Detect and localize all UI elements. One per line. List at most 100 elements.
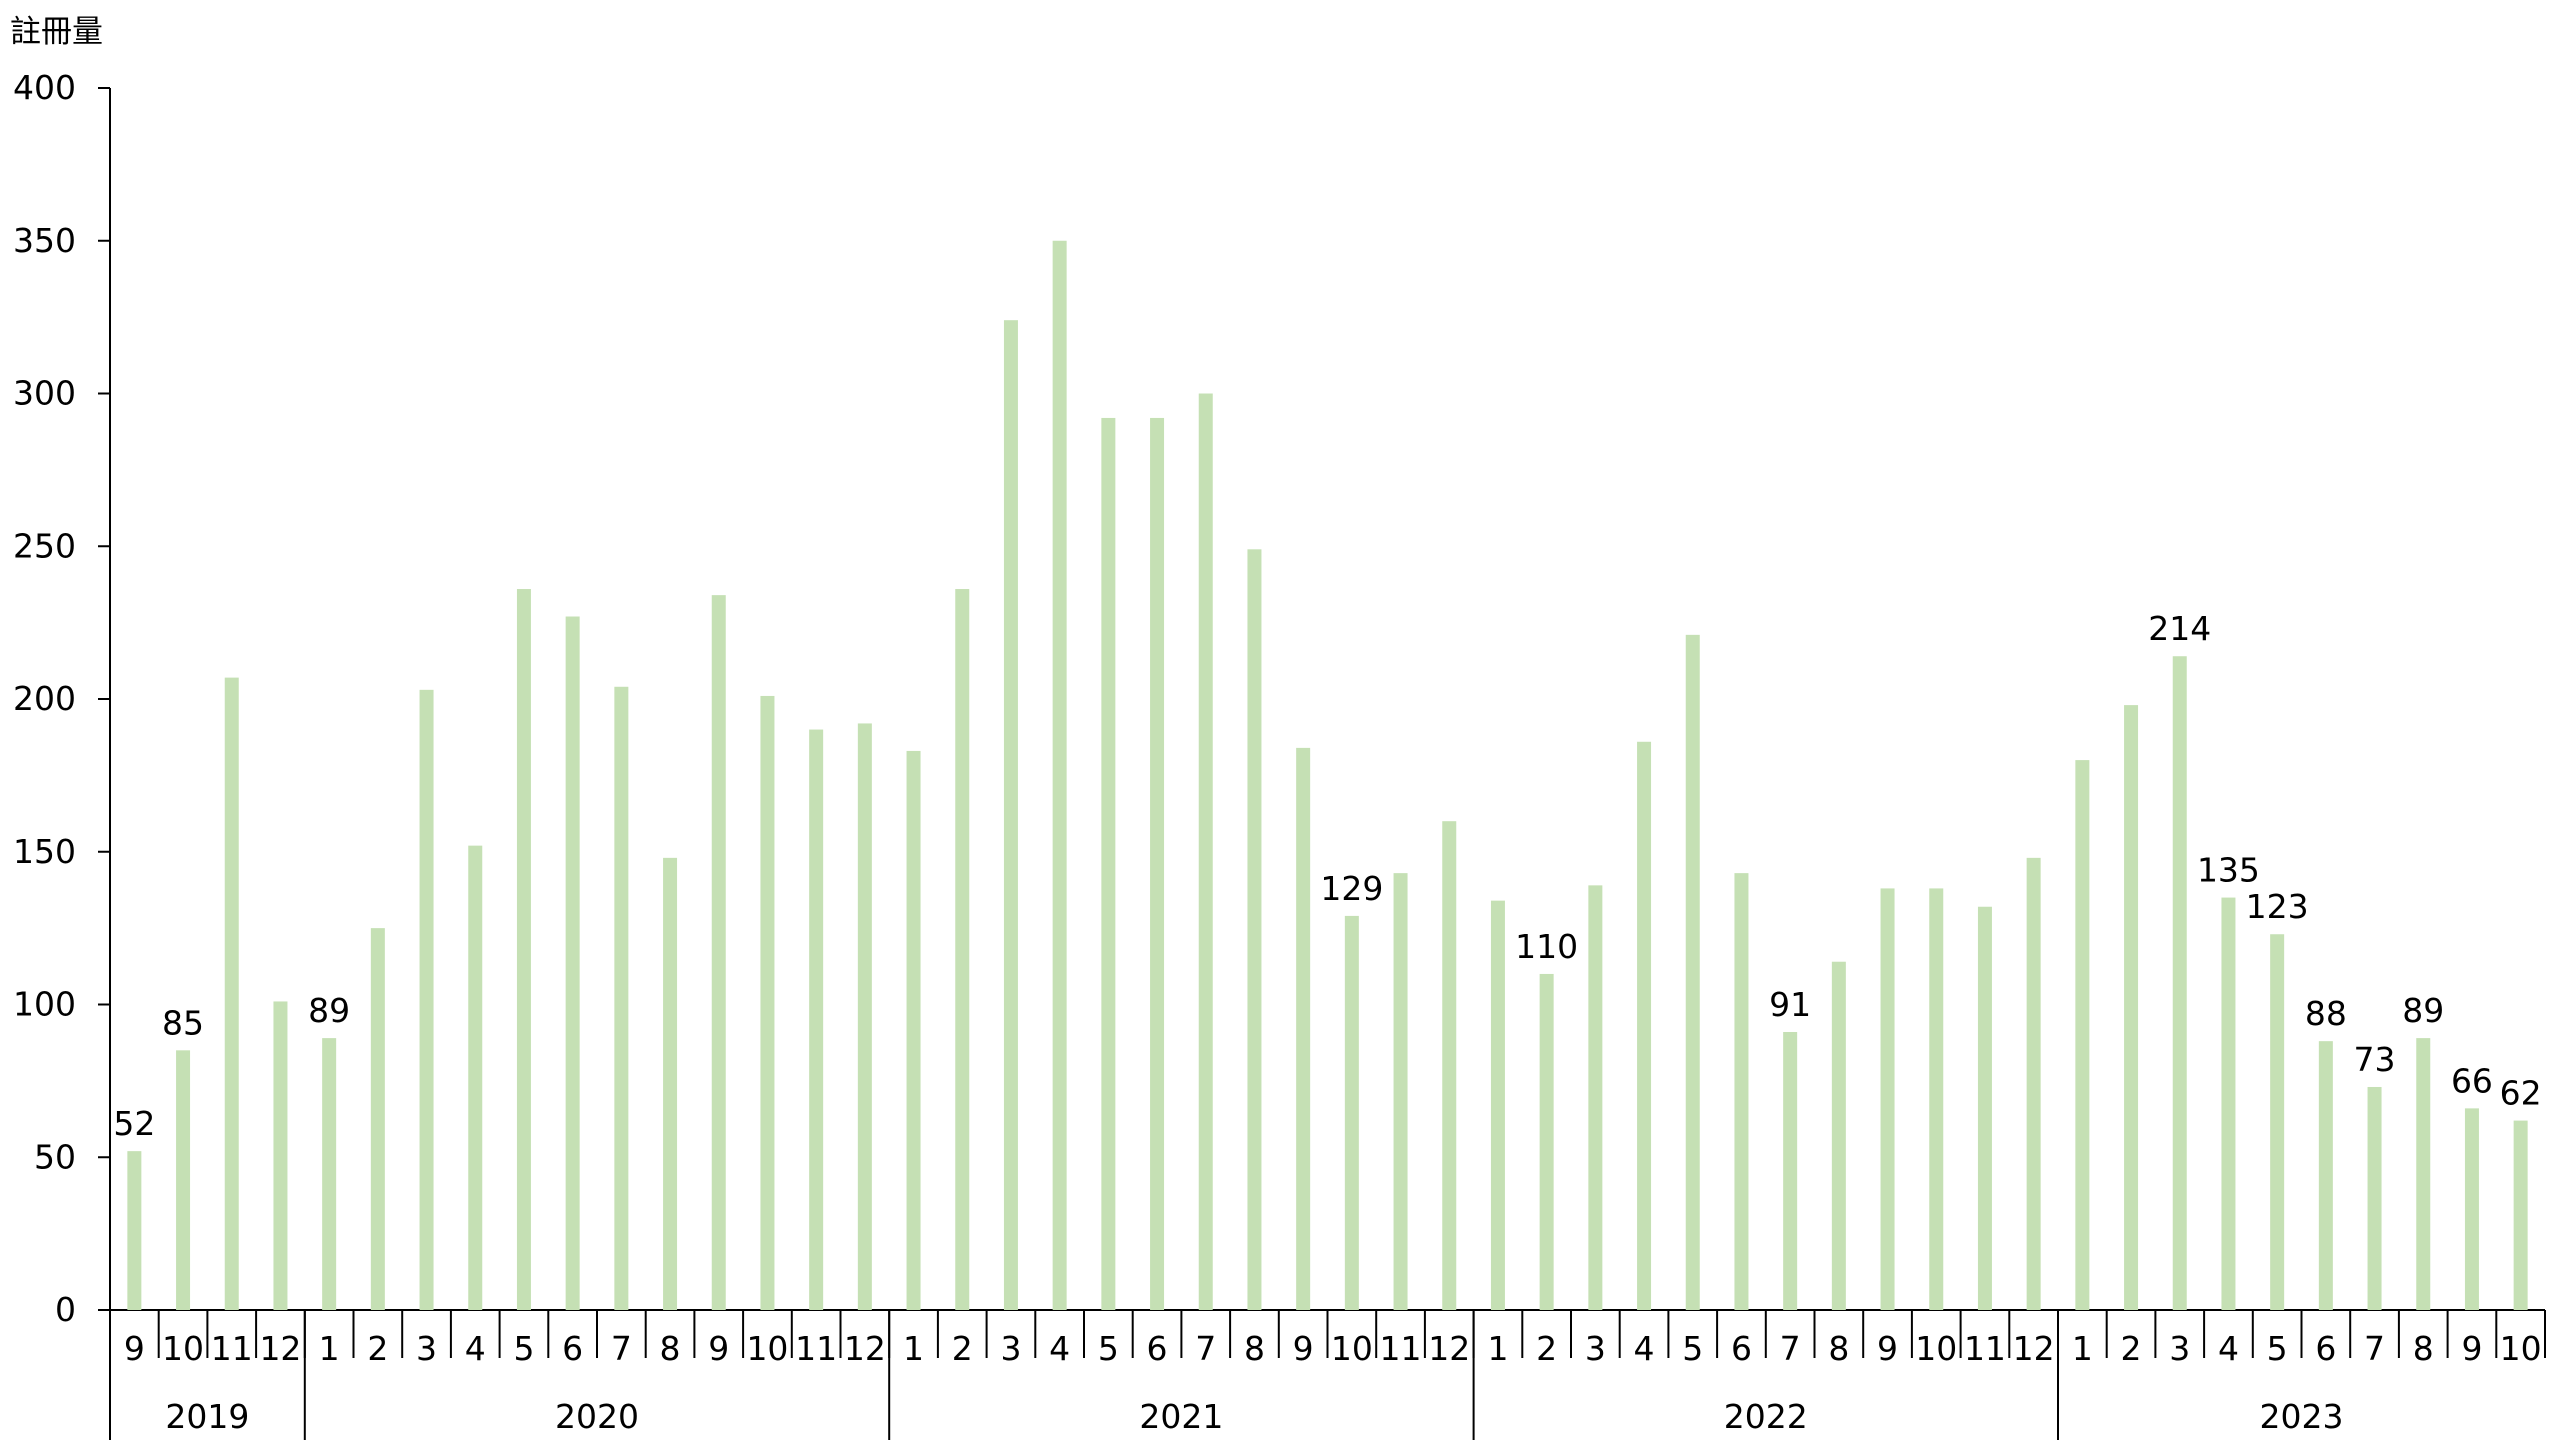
data-label: 62: [2500, 1074, 2542, 1113]
x-tick-label: 12: [259, 1329, 301, 1368]
bar: [2464, 1108, 2479, 1310]
data-label: 88: [2305, 994, 2347, 1033]
x-tick-label: 5: [1098, 1329, 1119, 1368]
bar: [1685, 634, 1700, 1310]
y-tick-label: 350: [13, 221, 76, 260]
data-label: 89: [2402, 991, 2444, 1030]
bar: [127, 1151, 142, 1310]
x-tick-label: 10: [162, 1329, 204, 1368]
data-label: 85: [162, 1003, 204, 1042]
bar: [2513, 1120, 2528, 1310]
bar: [1637, 741, 1652, 1310]
data-label: 129: [1320, 869, 1383, 908]
bar: [1247, 549, 1262, 1310]
data-label: 52: [113, 1104, 155, 1143]
x-tick-label: 7: [2364, 1329, 2385, 1368]
bar: [2221, 897, 2236, 1310]
x-tick-label: 2: [952, 1329, 973, 1368]
x-tick-label: 1: [319, 1329, 340, 1368]
x-tick-label: 11: [795, 1329, 837, 1368]
bar: [273, 1001, 288, 1310]
x-tick-label: 8: [660, 1329, 681, 1368]
bar: [1831, 961, 1846, 1310]
year-label: 2022: [1724, 1397, 1808, 1436]
bar: [322, 1038, 337, 1310]
y-axis-label: 註冊量: [10, 14, 103, 50]
bar: [1052, 240, 1067, 1310]
year-labels: 2019 2020 2021 2022 2023: [165, 1397, 2343, 1436]
x-tick-label: 3: [416, 1329, 437, 1368]
x-tick-label: 9: [1877, 1329, 1898, 1368]
y-tick-label: 300: [13, 374, 76, 413]
x-tick-label: 6: [2315, 1329, 2336, 1368]
data-label: 110: [1515, 927, 1578, 966]
bar: [1734, 873, 1749, 1310]
bar: [370, 928, 385, 1310]
bar: [2172, 656, 2187, 1310]
data-label: 123: [2246, 887, 2309, 926]
x-tick-label: 9: [2461, 1329, 2482, 1368]
x-tick-labels: 9 10 11 12 1 2 3 4 5 6 7 8 9 10 11 12 1 2 3 4 5 6 7 8 9 10 11 12 1 2 3…: [124, 1329, 2542, 1368]
bar: [1393, 873, 1408, 1310]
bar: [2026, 857, 2041, 1310]
x-tick-label: 2: [1536, 1329, 1557, 1368]
x-tick-label: 7: [1780, 1329, 1801, 1368]
bar: [1442, 821, 1457, 1310]
y-tick-label: 0: [55, 1290, 76, 1329]
x-tick-label: 11: [1380, 1329, 1422, 1368]
x-tick-label: 3: [2169, 1329, 2190, 1368]
x-tick-label: 4: [465, 1329, 486, 1368]
x-tick-label: 11: [1964, 1329, 2006, 1368]
x-tick-label: 10: [2500, 1329, 2542, 1368]
bar: [1150, 417, 1165, 1310]
x-tick-label: 2: [367, 1329, 388, 1368]
bar: [1929, 888, 1944, 1310]
bar: [1490, 900, 1505, 1310]
x-tick-label: 1: [903, 1329, 924, 1368]
bar: [2124, 705, 2139, 1310]
bar: [857, 723, 872, 1310]
x-tick-label: 5: [1682, 1329, 1703, 1368]
y-tick-label: 200: [13, 679, 76, 718]
data-label: 214: [2148, 609, 2211, 648]
bar: [1344, 915, 1359, 1310]
bar: [2075, 760, 2090, 1310]
x-tick-label: 1: [1487, 1329, 1508, 1368]
x-tick-label: 6: [562, 1329, 583, 1368]
bar: [1296, 747, 1311, 1310]
bar: [955, 589, 970, 1310]
bars: [127, 240, 2528, 1310]
x-tick-label: 10: [1915, 1329, 1957, 1368]
bar: [809, 729, 824, 1310]
bar: [224, 677, 239, 1310]
x-tick-label: 5: [513, 1329, 534, 1368]
year-label: 2023: [2260, 1397, 2344, 1436]
x-tick-label: 4: [1634, 1329, 1655, 1368]
y-tick-label: 150: [13, 832, 76, 871]
bar: [176, 1050, 191, 1310]
x-tick-label: 3: [1585, 1329, 1606, 1368]
bar: [1783, 1031, 1798, 1310]
x-tick-label: 9: [124, 1329, 145, 1368]
year-label: 2021: [1139, 1397, 1223, 1436]
y-tick-label: 100: [13, 985, 76, 1024]
bar: [2270, 934, 2285, 1310]
bar: [663, 857, 678, 1310]
year-label: 2020: [555, 1397, 639, 1436]
bar: [419, 689, 434, 1310]
bar: [2416, 1038, 2431, 1310]
x-tick-label: 10: [1331, 1329, 1373, 1368]
data-label: 73: [2354, 1040, 2396, 1079]
y-tick-label: 250: [13, 526, 76, 565]
bar: [1198, 393, 1213, 1310]
x-tick-label: 7: [1195, 1329, 1216, 1368]
x-tick-label: 1: [2072, 1329, 2093, 1368]
x-tick-label: 8: [1828, 1329, 1849, 1368]
bar: [1880, 888, 1895, 1310]
x-tick-label: 6: [1147, 1329, 1168, 1368]
bar: [614, 686, 629, 1310]
x-tick-label: 12: [2013, 1329, 2055, 1368]
x-tick-label: 4: [2218, 1329, 2239, 1368]
